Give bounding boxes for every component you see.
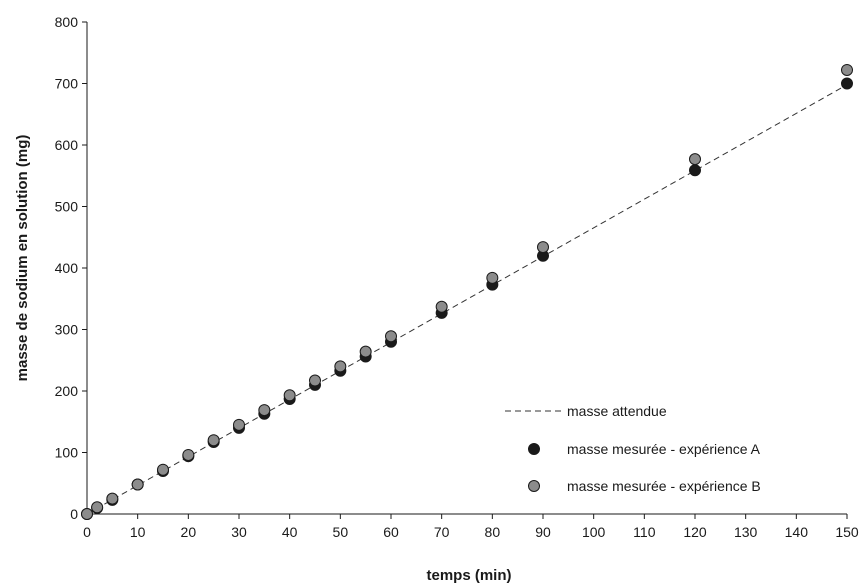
- point-series-b: [689, 153, 701, 166]
- x-tick-label: 130: [734, 524, 758, 540]
- point-series-b: [309, 374, 321, 387]
- x-axis-title: temps (min): [426, 567, 511, 584]
- y-tick-label: 600: [55, 137, 79, 153]
- point-series-b: [106, 492, 119, 505]
- data-points: [81, 63, 853, 520]
- point-series-b: [131, 478, 144, 491]
- x-tick-label: 10: [130, 524, 146, 540]
- y-axis-ticks: 0 100 200 300 400 500 600 700 800: [55, 14, 87, 522]
- point-series-b: [435, 300, 448, 313]
- point-series-b: [334, 360, 347, 373]
- point-series-b: [359, 345, 372, 358]
- point-series-b: [486, 271, 499, 284]
- x-tick-label: 150: [835, 524, 859, 540]
- y-tick-label: 700: [55, 76, 79, 92]
- legend-label-series-a: masse mesurée - expérience A: [567, 441, 761, 457]
- y-tick-label: 500: [55, 199, 79, 215]
- point-series-b: [157, 463, 169, 476]
- x-tick-label: 100: [582, 524, 606, 540]
- x-tick-label: 20: [181, 524, 197, 540]
- x-tick-label: 90: [535, 524, 551, 540]
- x-tick-label: 50: [333, 524, 349, 540]
- x-tick-label: 110: [633, 524, 656, 540]
- point-series-b: [283, 389, 296, 402]
- point-series-b: [258, 404, 271, 417]
- point-series-b: [233, 418, 245, 431]
- x-tick-label: 60: [383, 524, 399, 540]
- legend: masse attendue masse mesurée - expérienc…: [505, 403, 761, 494]
- point-series-b: [81, 508, 93, 520]
- x-tick-label: 40: [282, 524, 298, 540]
- legend-label-expected: masse attendue: [567, 403, 667, 419]
- x-tick-label: 0: [83, 524, 91, 540]
- y-tick-label: 300: [55, 322, 79, 338]
- x-axis-ticks: 0 10 20 30 40 50 60 70 80 90 100 110 120 130 140 150: [83, 514, 859, 540]
- x-tick-label: 80: [485, 524, 501, 540]
- y-axis-title: masse de sodium en solution (mg): [14, 135, 31, 382]
- point-series-b: [841, 63, 853, 76]
- point-series-b: [537, 241, 549, 254]
- y-tick-label: 400: [55, 260, 79, 276]
- y-tick-label: 800: [55, 14, 79, 30]
- legend-marker-series-a: [528, 443, 540, 455]
- x-tick-label: 120: [683, 524, 707, 540]
- y-tick-label: 100: [55, 445, 79, 461]
- point-series-b: [385, 330, 397, 343]
- legend-label-series-b: masse mesurée - expérience B: [567, 478, 761, 494]
- legend-marker-series-b: [528, 480, 540, 492]
- point-series-a: [841, 77, 853, 90]
- point-series-b: [91, 501, 104, 514]
- point-series-b: [207, 434, 220, 447]
- x-tick-label: 140: [785, 524, 809, 540]
- x-tick-label: 70: [434, 524, 450, 540]
- y-tick-label: 200: [55, 383, 79, 399]
- x-tick-label: 30: [231, 524, 247, 540]
- y-tick-label: 0: [70, 506, 78, 522]
- point-series-b: [182, 448, 195, 461]
- point-series-a: [689, 164, 701, 177]
